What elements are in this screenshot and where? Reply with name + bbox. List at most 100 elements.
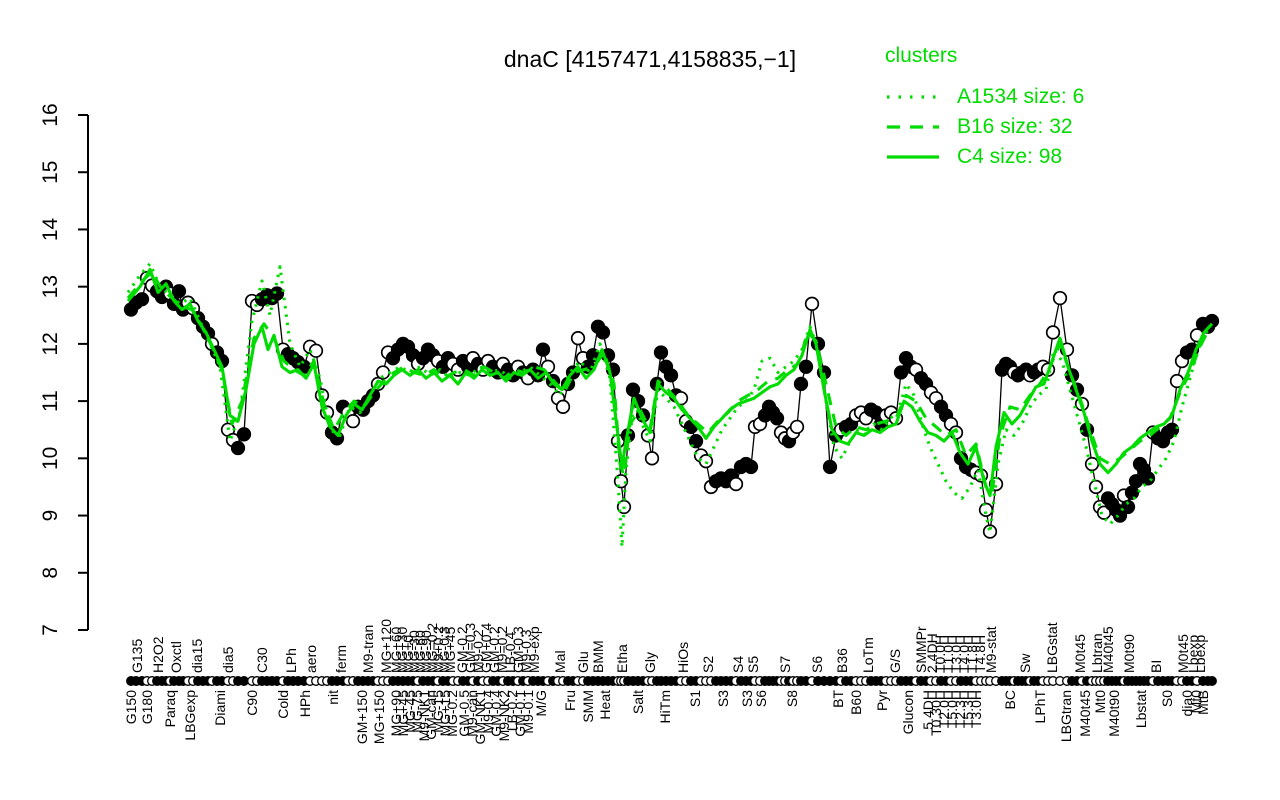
legend-title: clusters	[885, 44, 958, 67]
x-axis-label-bottom: C90	[244, 690, 260, 716]
x-axis-label-top: T1.0H	[940, 635, 956, 673]
x-axis-label-top: T3.0H	[948, 635, 964, 673]
plot-title: dnaC [4157471,4158835,−1]	[503, 46, 797, 72]
x-axis-label-bottom: B60	[848, 690, 864, 715]
cluster-line-solid	[126, 267, 1214, 498]
x-axis-label-bottom: S6	[753, 690, 769, 707]
x-axis-label-top: GM-0.3	[510, 626, 526, 673]
x-axis-label-top: GM-0.2	[454, 626, 470, 673]
data-point-filled	[663, 368, 679, 383]
data-point-filled	[1128, 474, 1144, 489]
data-point-filled	[595, 325, 611, 340]
data-point-open	[789, 419, 805, 435]
x-axis-label-top: dia5	[220, 646, 236, 673]
y-axis-tick-label: 14	[39, 217, 62, 241]
x-axis-band	[126, 676, 1217, 686]
x-axis-label-top: B36	[834, 648, 850, 673]
x-axis-label-top: M0t45	[1072, 634, 1088, 673]
x-axis-label-bottom: BT	[830, 690, 846, 708]
x-axis-label-bottom: Lbstat	[1133, 690, 1149, 728]
x-axis-label-top: MG-0.3	[436, 626, 452, 673]
data-point-open	[1084, 456, 1100, 472]
data-point-filled	[793, 376, 809, 392]
x-axis-label-bottom: T0.30H	[928, 690, 944, 736]
x-axis-label-top: GM=0.3	[462, 623, 478, 673]
data-point-open	[1045, 325, 1061, 340]
x-axis-label-bottom: GM-0.5	[456, 690, 472, 737]
x-axis-label-bottom: Pyr	[874, 690, 890, 711]
x-axis-label-bottom: HPh	[297, 690, 313, 717]
x-axis-label-top: M40t45	[1100, 626, 1116, 673]
x-axis-label-top: MG+120	[378, 619, 394, 673]
cluster-line-dashed	[126, 270, 1212, 495]
x-axis-label-top: Gly	[642, 652, 658, 673]
data-point-filled	[653, 345, 669, 360]
x-axis-label-top: LPh	[283, 648, 299, 673]
x-axis-label-bottom: Mt0	[1092, 690, 1108, 714]
x-axis-label-top: LBGstat	[1044, 622, 1060, 673]
x-axis-label-bottom: T2.3H	[952, 690, 968, 728]
data-point-open	[644, 451, 660, 466]
x-axis-label-top: G135	[129, 639, 145, 673]
x-axis-label-bottom: M40t90	[1106, 690, 1122, 737]
y-axis-tick-label: 12	[39, 332, 62, 355]
x-axis-label-bottom: Glucon	[900, 690, 916, 734]
data-point-open	[570, 331, 586, 346]
x-axis-label-bottom: MG-0.2	[444, 690, 460, 737]
x-axis-label-top: BI	[1148, 660, 1164, 673]
x-axis-label-top: MG+45	[442, 626, 458, 673]
x-axis-label-top: S6	[809, 656, 825, 673]
x-axis-label-top: Sw	[1017, 653, 1033, 673]
x-axis-label-top: 2.4DH	[924, 633, 940, 673]
x-axis-label-top: M9-tran	[360, 625, 376, 673]
data-point-open	[345, 413, 361, 429]
data-point-filled	[625, 382, 641, 397]
legend-line-sample-dotted	[887, 95, 939, 99]
data-point-filled	[236, 427, 252, 442]
x-axis-label-bottom: M9-NK1	[416, 690, 432, 742]
x-axis-label-bottom: M9-NK2	[496, 690, 512, 742]
y-axis-tick-label: 15	[39, 161, 62, 184]
data-point-filled	[1164, 422, 1180, 437]
x-axis-label-top: T4.0H	[956, 635, 972, 673]
y-axis-tick-label: 8	[39, 567, 62, 579]
x-axis-label-top: SMMPr	[913, 626, 929, 673]
x-axis-labels-top: G135 H2O2 Oxctl dia15 dia5 C30 LPh aero ferm M9-t…	[129, 619, 1208, 673]
x-axis-label-top: HiOs	[675, 642, 691, 673]
x-axis-label-bottom: GM+150	[354, 690, 370, 744]
x-axis-label-top: M9-exp	[526, 626, 542, 673]
x-axis-label-bottom: S3	[739, 690, 755, 707]
x-axis-label-top: S2	[700, 656, 716, 673]
x-axis-label-bottom: HiTm	[657, 690, 673, 723]
x-axis-label-bottom: Mt0	[1188, 690, 1204, 714]
x-axis-label-bottom: T3.0H	[968, 690, 984, 728]
x-axis-label-bottom: BC	[1002, 690, 1018, 709]
x-axis-label-top: BMM	[590, 640, 606, 673]
x-axis-label-top: LB-0.4	[502, 632, 518, 673]
data-point-open	[728, 476, 744, 492]
x-axis-label-bottom: GM-0.1	[512, 690, 528, 737]
x-axis-label-bottom: S3	[715, 690, 731, 707]
x-axis-label-top: dia15	[189, 639, 205, 673]
legend-item-c4: C4 size: 98	[885, 142, 1084, 172]
x-axis-label-bottom: Fru	[562, 690, 578, 711]
x-axis-label-bottom: LB-0.2	[504, 690, 520, 731]
legend-item-label: C4 size: 98	[957, 145, 1063, 168]
x-axis-label-top: M9+0.2	[430, 626, 446, 673]
x-axis-label-top: Oxctl	[168, 641, 184, 673]
x-axis-label-bottom: dia0	[1179, 690, 1195, 717]
x-axis-label-bottom: M/G	[533, 690, 549, 716]
x-axis-label-top: Mal	[552, 650, 568, 673]
x-axis-label-top: T0.0H	[932, 635, 948, 673]
x-axis-label-top: GM-0.2	[486, 626, 502, 673]
data-point-filled	[798, 359, 814, 374]
x-axis-label-bottom: G180	[139, 690, 155, 724]
x-axis-label-bottom: Diami	[212, 690, 228, 726]
x-axis-label-bottom: M9-0.4	[480, 690, 496, 734]
legend-line-sample-dashed	[887, 125, 939, 129]
data-point-filled	[134, 292, 150, 307]
x-axis-label-bottom: MG-45	[402, 690, 418, 733]
x-axis-label-top: H2O2	[150, 636, 166, 673]
x-axis-label-top: Lbtran	[1089, 633, 1105, 673]
